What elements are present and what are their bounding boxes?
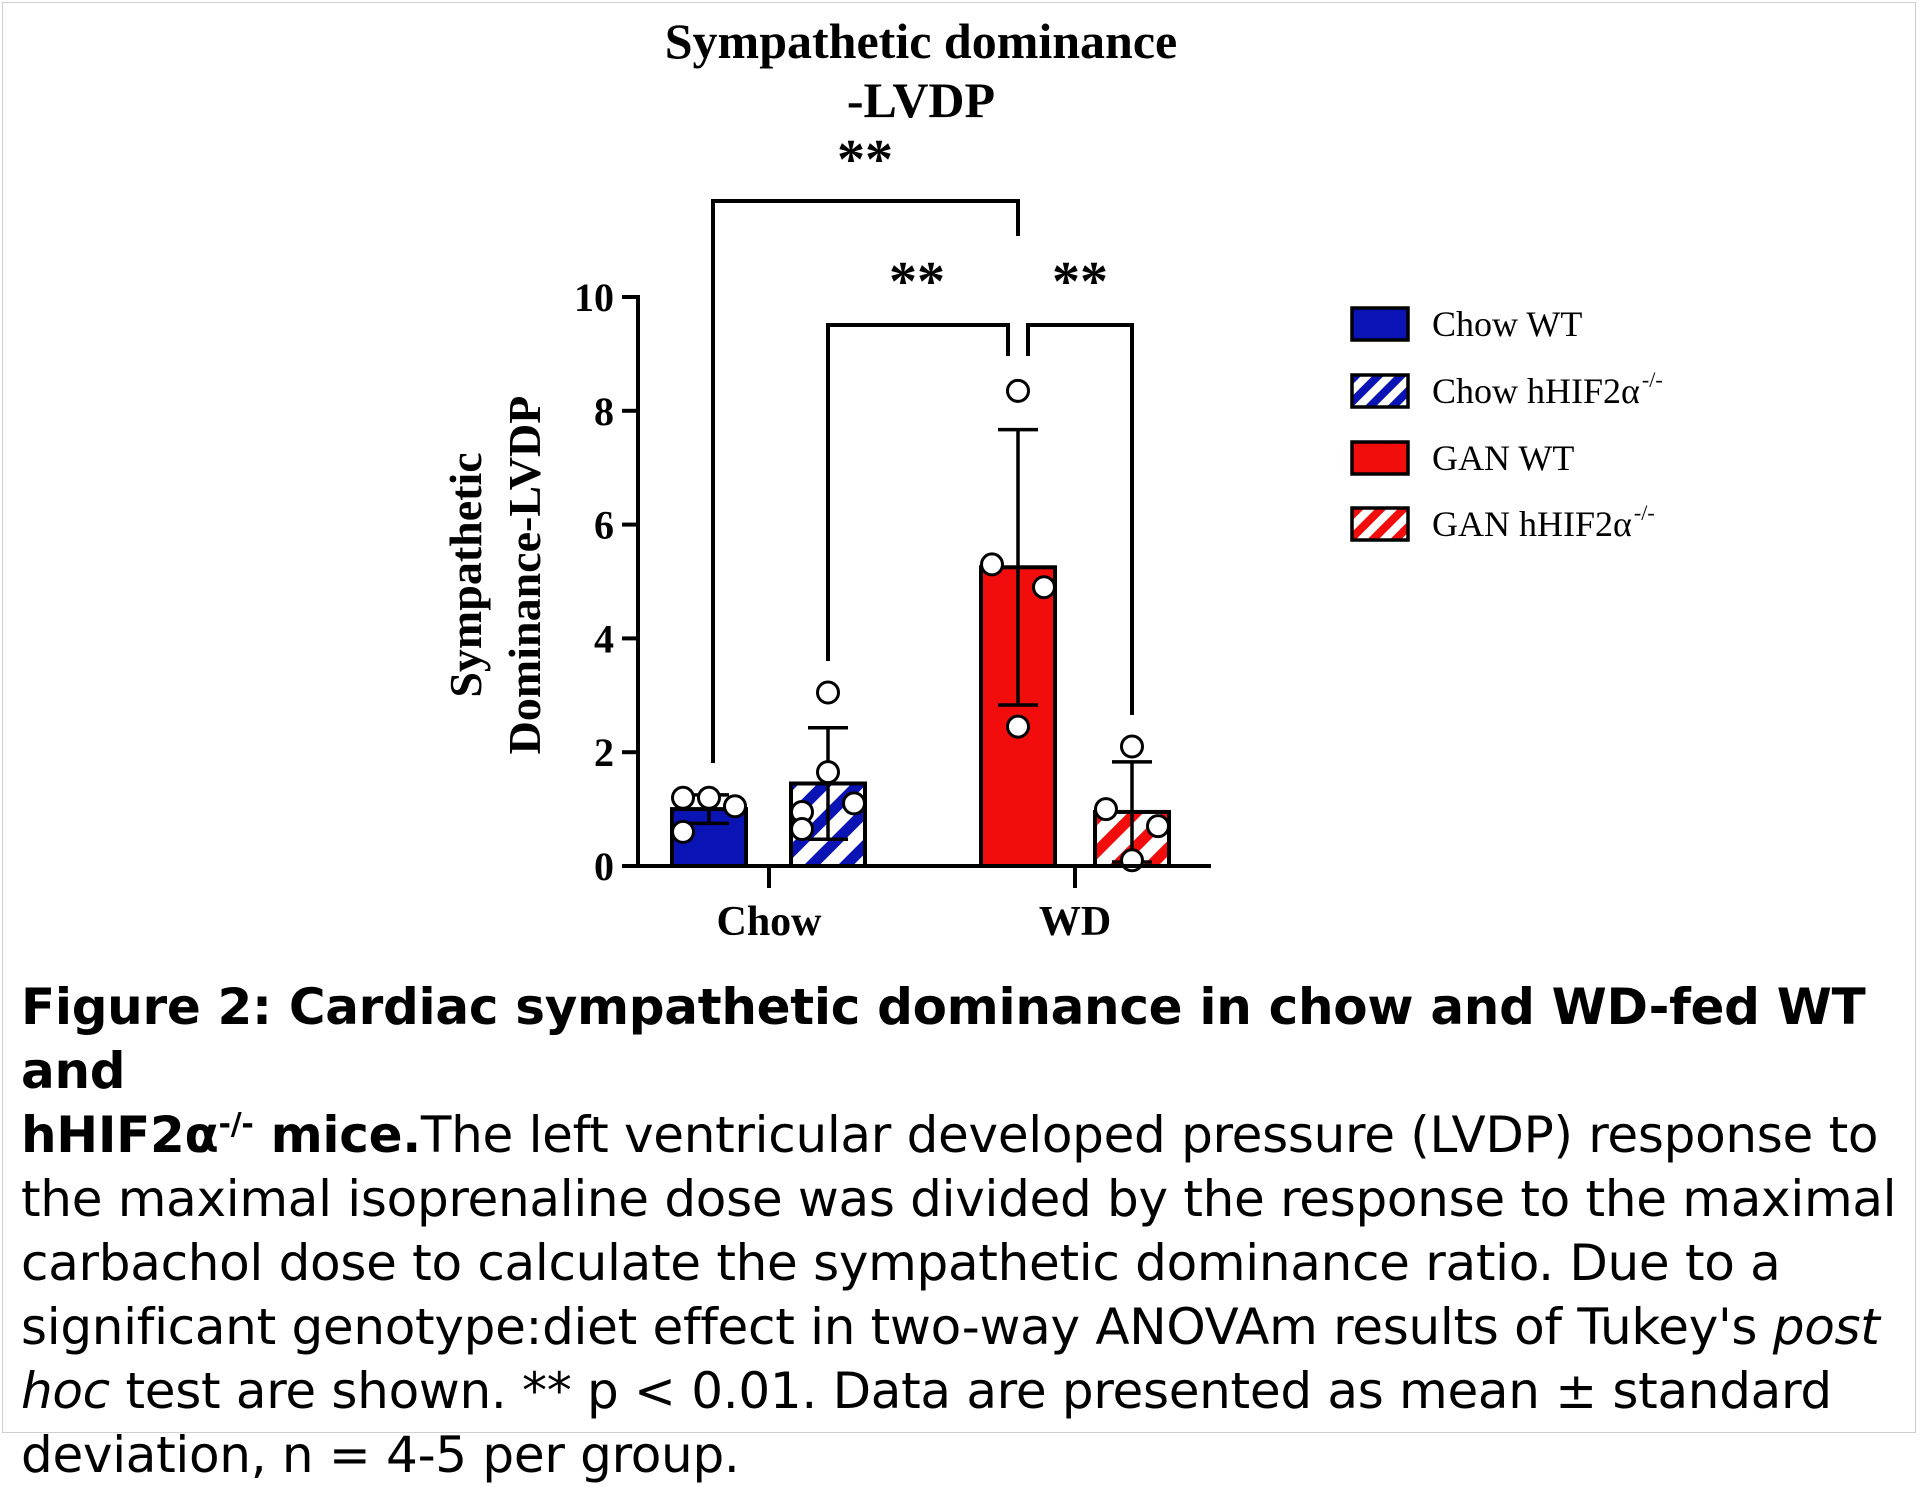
caption-title-sup: -/-: [218, 1107, 254, 1142]
caption-italic: post hoc: [21, 1298, 1880, 1420]
y-tick-label-1: 2: [594, 730, 614, 775]
data-point-3-2: [1146, 814, 1170, 839]
data-point-2-1: [980, 552, 1004, 577]
y-tick-label-5: 10: [574, 275, 614, 320]
data-point-0-1: [697, 785, 721, 810]
x-tick-label-0: Chow: [716, 899, 822, 945]
chart-title-line1: Sympathetic dominance: [665, 13, 1178, 69]
legend-label-0: Chow WT: [1432, 304, 1582, 344]
caption-text: The left ventricular developed pressure …: [21, 1106, 1897, 1356]
legend-label-2: GAN WT: [1432, 438, 1574, 478]
data-point-0-2: [723, 794, 747, 819]
data-point-1-0: [816, 680, 840, 705]
significance-bracket-2: [1026, 323, 1134, 715]
legend-label-sup-1: -/-: [1642, 367, 1663, 392]
data-point-1-1: [816, 760, 840, 785]
significance-label-2: **: [1052, 251, 1108, 313]
data-point-3-0: [1120, 734, 1144, 759]
caption-title-genotype: hHIF2α: [21, 1106, 219, 1164]
data-point-1-2: [842, 791, 866, 816]
data-point-1-4: [790, 817, 814, 842]
data-point-2-2: [1032, 575, 1056, 600]
x-tick-label-1: WD: [1039, 899, 1111, 945]
legend-swatch-2: [1350, 440, 1410, 476]
caption-title: Figure 2: Cardiac sympathetic dominance …: [21, 978, 1866, 1100]
significance-bracket-1: [826, 323, 1010, 661]
chart-title-line2: -LVDP: [847, 72, 995, 128]
y-axis-label-line1: Sympathetic: [440, 452, 491, 697]
caption-text-end: test are shown. ** p < 0.01. Data are pr…: [21, 1362, 1832, 1484]
y-axis-label-line2: Dominance-LVDP: [499, 396, 550, 755]
y-tick-label-2: 4: [594, 616, 614, 661]
legend-swatch-1: [1350, 373, 1410, 409]
y-tick-label-4: 8: [594, 389, 614, 434]
legend-label-1: Chow hHIF2α: [1432, 371, 1640, 411]
data-point-2-0: [1006, 378, 1030, 403]
plot-area: 0 2 4 6 8 10 Chow WD ** ** **: [574, 129, 1211, 945]
legend-label-sup-3: -/-: [1634, 500, 1655, 525]
significance-label-1: **: [889, 251, 945, 313]
data-point-0-0: [671, 785, 695, 810]
bar-chart: Sympathetic dominance -LVDP Sympathetic …: [440, 13, 1663, 945]
data-point-0-3: [671, 819, 695, 844]
caption-title-end: mice.: [253, 1106, 422, 1164]
significance-bracket-0: [711, 199, 1020, 763]
data-point-2-3: [1006, 714, 1030, 739]
figure-caption: Figure 2: Cardiac sympathetic dominance …: [21, 975, 1901, 1487]
data-point-3-1: [1094, 797, 1118, 822]
y-tick-label-0: 0: [594, 844, 614, 889]
legend-swatch-3: [1350, 506, 1410, 542]
legend-label-3: GAN hHIF2α: [1432, 504, 1632, 544]
y-tick-label-3: 6: [594, 503, 614, 548]
legend-swatch-0: [1350, 306, 1410, 342]
significance-label-0: **: [837, 129, 893, 191]
